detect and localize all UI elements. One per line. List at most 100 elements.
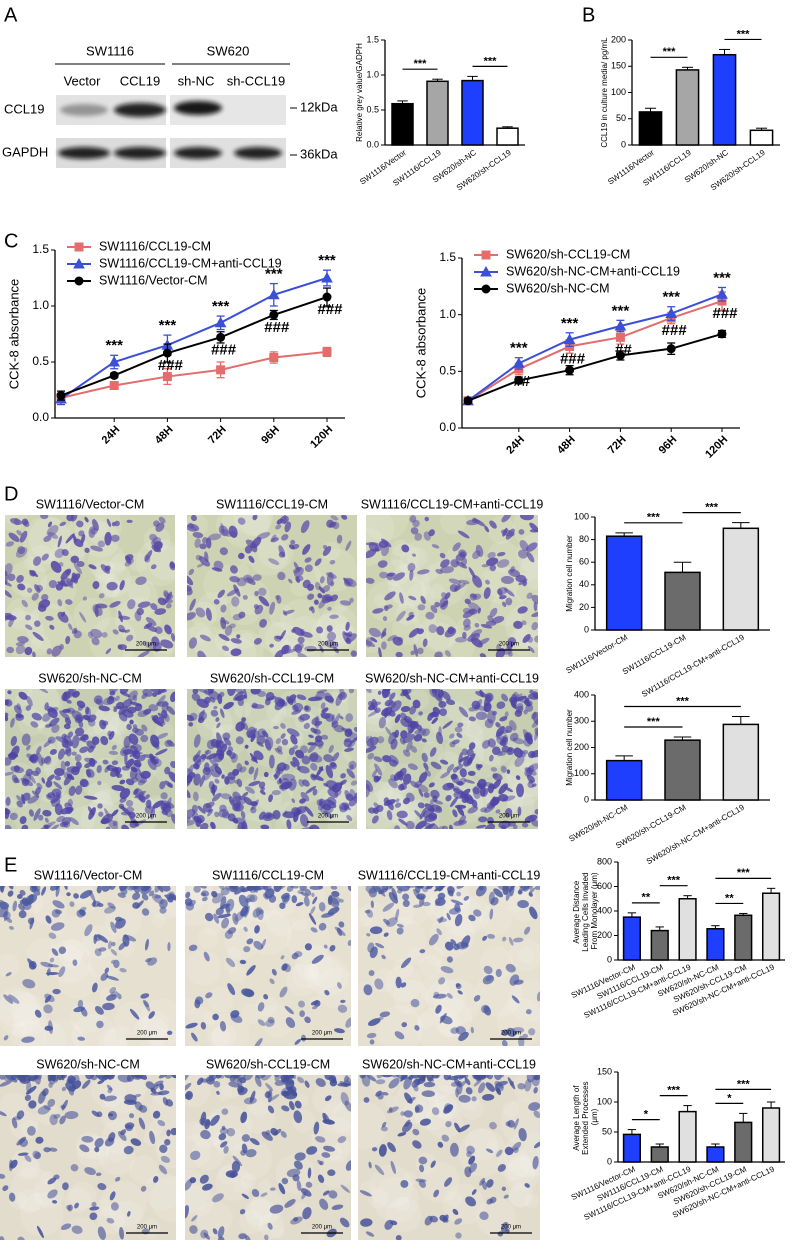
cell <box>97 803 103 809</box>
cell <box>24 646 33 656</box>
texture <box>240 1173 257 1189</box>
cell <box>60 1104 66 1109</box>
cell <box>374 978 384 990</box>
cell <box>207 808 214 817</box>
cell <box>21 599 28 608</box>
cell <box>492 779 502 790</box>
cell <box>44 993 55 1003</box>
cell <box>363 984 373 996</box>
cell <box>415 820 427 829</box>
cell <box>211 891 218 898</box>
cell <box>366 780 374 792</box>
cell <box>131 777 139 783</box>
y-axis-label: Relative grey value/GADPH <box>355 43 364 142</box>
cell <box>511 1141 522 1152</box>
texture <box>266 908 295 937</box>
cell <box>58 748 65 760</box>
cell <box>194 999 201 1009</box>
texture <box>114 1038 128 1046</box>
cell <box>339 600 352 606</box>
cell <box>414 810 422 818</box>
cell <box>413 644 418 657</box>
cell <box>291 798 296 803</box>
cell <box>65 533 75 544</box>
texture <box>460 1097 484 1121</box>
series-line <box>60 296 328 397</box>
cell <box>406 614 415 621</box>
cell <box>407 763 418 771</box>
cell <box>129 767 138 780</box>
cell <box>27 958 36 969</box>
cell <box>287 694 297 704</box>
cell <box>3 908 9 922</box>
cell <box>52 988 61 995</box>
cell <box>533 1075 540 1081</box>
cell <box>456 891 462 897</box>
cell <box>472 593 482 600</box>
y-tick-label: 100 <box>574 511 589 521</box>
cell <box>529 522 538 533</box>
cell <box>70 555 80 564</box>
cell <box>52 900 65 909</box>
cell <box>142 689 153 697</box>
cell <box>275 524 282 530</box>
bar <box>622 1133 642 1163</box>
y-tick-label: 150 <box>597 1066 612 1076</box>
texture <box>502 1100 520 1118</box>
cell <box>8 1159 13 1172</box>
cell <box>96 886 102 894</box>
texture <box>32 891 68 927</box>
cell <box>164 766 171 775</box>
cell <box>210 709 219 717</box>
texture <box>216 1085 233 1101</box>
cell <box>346 768 356 779</box>
y-axis-label: CCK-8 absorbance <box>413 288 428 399</box>
marker <box>463 396 473 406</box>
cell <box>109 1191 116 1201</box>
cell <box>436 626 445 636</box>
micrograph: 200 μm <box>358 886 540 1046</box>
texture <box>506 791 535 820</box>
cell <box>101 720 109 726</box>
cell <box>273 725 279 730</box>
cell <box>10 518 23 525</box>
cell <box>284 810 288 815</box>
cell <box>47 1189 58 1199</box>
cell <box>373 756 383 762</box>
cell <box>214 778 220 784</box>
cell <box>508 886 517 893</box>
cell <box>131 1075 140 1079</box>
cell <box>35 1136 44 1144</box>
cell <box>378 888 389 895</box>
cell <box>287 1080 294 1085</box>
texture <box>155 722 174 741</box>
cell <box>455 636 468 643</box>
cell <box>482 1093 495 1101</box>
cell <box>489 1121 497 1130</box>
cell <box>428 782 435 788</box>
cell <box>296 694 307 701</box>
cell <box>10 735 17 747</box>
cell <box>245 898 251 903</box>
cell <box>200 1021 207 1030</box>
cell <box>236 577 247 587</box>
cell <box>212 893 224 904</box>
cell <box>488 891 495 905</box>
cell <box>98 705 110 712</box>
cell <box>345 621 350 631</box>
cell <box>492 746 501 756</box>
cell <box>327 631 337 642</box>
cell <box>348 760 357 770</box>
texture <box>311 1116 351 1163</box>
cell <box>456 764 464 770</box>
cell <box>33 808 41 821</box>
cell <box>112 629 119 635</box>
cell <box>413 888 421 900</box>
cell <box>297 716 305 723</box>
cell <box>410 527 419 535</box>
cell <box>382 902 395 912</box>
cell <box>110 1202 119 1211</box>
cell <box>204 551 209 563</box>
cell <box>495 809 501 814</box>
cell <box>129 701 142 707</box>
